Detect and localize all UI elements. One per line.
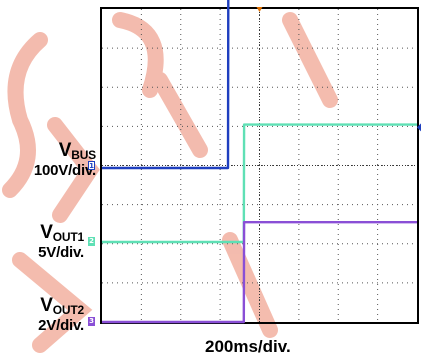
vout2-scale: 2V/div.	[38, 317, 84, 334]
trace-vbus	[102, 0, 230, 170]
vout2-label: VOUT2 2V/div.	[4, 295, 84, 334]
vbus-scale: 100V/div.	[33, 162, 96, 179]
vout1-symbol: V	[40, 222, 53, 243]
vbus-label: VBUS 100V/div.	[4, 140, 96, 179]
trace-vout2	[102, 220, 417, 324]
trigger-marker	[256, 7, 263, 12]
vout1-scale: 5V/div.	[38, 244, 84, 261]
vbus-level-marker	[417, 123, 421, 132]
vout2-symbol: V	[40, 295, 53, 316]
channel-1-marker: 1	[88, 161, 95, 170]
time-scale-label: 200ms/div.	[205, 337, 291, 356]
vbus-subscript: BUS	[71, 148, 96, 162]
trace-vout1	[102, 123, 417, 244]
channel-3-marker: 3	[88, 317, 95, 326]
grid	[102, 9, 417, 322]
channel-2-marker: 2	[88, 237, 95, 246]
vbus-symbol: V	[58, 140, 72, 161]
vout2-subscript: OUT2	[52, 303, 84, 317]
vout1-subscript: OUT1	[52, 230, 84, 244]
vout1-label: VOUT1 5V/div.	[4, 222, 84, 261]
